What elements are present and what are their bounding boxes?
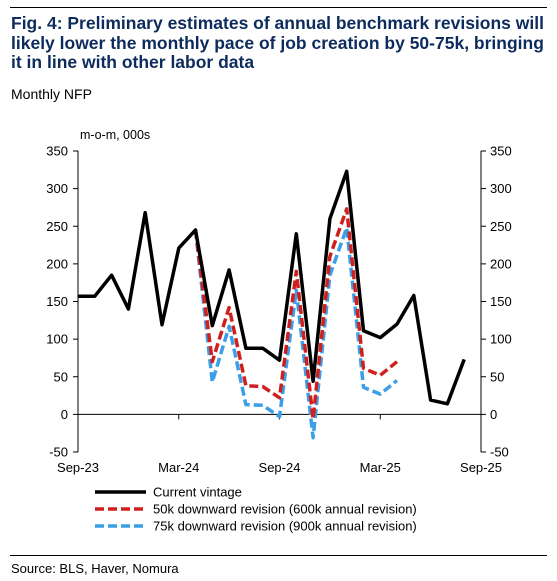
y-tick-label-right: -50 <box>490 445 509 460</box>
y-tick-label-right: 100 <box>490 332 512 347</box>
legend-label-1: 50k downward revision (600k annual revis… <box>153 502 417 517</box>
y-tick-label-left: 350 <box>46 144 68 159</box>
source-note: Source: BLS, Haver, Nomura <box>11 561 179 576</box>
y-tick-label-left: 250 <box>46 219 68 234</box>
unit-label: m-o-m, 000s <box>80 128 150 142</box>
y-tick-label-left: 200 <box>46 256 68 271</box>
x-tick-label: Sep-25 <box>460 460 502 475</box>
chart-title: Fig. 4: Preliminary estimates of annual … <box>11 13 544 72</box>
x-tick-label: Sep-24 <box>259 460 301 475</box>
legend-label-2: 75k downward revision (900k annual revis… <box>153 519 417 534</box>
y-tick-label-left: 0 <box>61 407 68 422</box>
y-tick-label-left: 50 <box>54 369 68 384</box>
x-tick-label: Mar-25 <box>360 460 401 475</box>
chart-subtitle: Monthly NFP <box>11 86 92 102</box>
top-rule <box>10 7 547 8</box>
chart-axes: -50 -50 0 0 50 50 100 100 150 150 200 200 250 250 300 3… <box>46 144 511 476</box>
series-line-1 <box>193 207 399 421</box>
series-line-0 <box>78 169 466 406</box>
y-tick-label-right: 50 <box>490 369 504 384</box>
y-tick-label-right: 300 <box>490 181 512 196</box>
y-tick-label-right: 0 <box>490 407 497 422</box>
y-tick-label-right: 200 <box>490 256 512 271</box>
y-tick-label-left: 150 <box>46 294 68 309</box>
bottom-rule <box>10 555 547 556</box>
x-tick-label: Mar-24 <box>158 460 199 475</box>
line-chart: m-o-m, 000s -50 -50 0 0 50 50 100 100 150 150 200 2… <box>46 128 511 534</box>
y-tick-label-right: 150 <box>490 294 512 309</box>
legend-label-0: Current vintage <box>153 485 242 500</box>
chart-legend: Current vintage 50k downward revision (60… <box>95 485 417 534</box>
x-tick-label: Sep-23 <box>57 460 99 475</box>
y-tick-label-right: 350 <box>490 144 512 159</box>
y-tick-label-left: -50 <box>49 445 68 460</box>
y-tick-label-left: 300 <box>46 181 68 196</box>
y-tick-label-left: 100 <box>46 332 68 347</box>
y-tick-label-right: 250 <box>490 219 512 234</box>
series-line-2 <box>193 226 399 440</box>
chart-series <box>78 169 466 440</box>
